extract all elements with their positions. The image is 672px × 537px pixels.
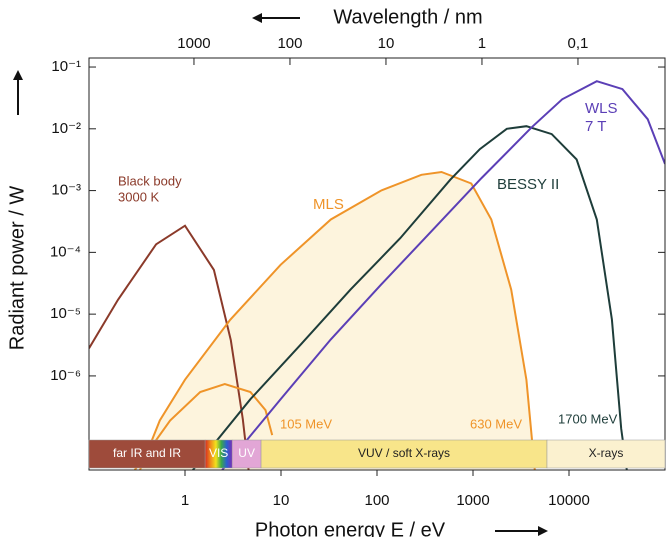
band (260, 439, 548, 469)
x-tick-label: 1000 (456, 492, 489, 509)
band-label: far IR and IR (113, 446, 181, 460)
y-tick-label: 10⁻⁵ (50, 305, 81, 322)
series-label: WLS (585, 100, 618, 117)
x-tick-label: 10000 (548, 492, 590, 509)
y-tick-label: 10⁻¹ (51, 58, 81, 75)
x-tick-label: 100 (364, 492, 389, 509)
line (221, 80, 665, 470)
y-tick-label: 10⁻⁶ (50, 367, 81, 384)
y-axis-title: Radiant power / W (6, 186, 28, 351)
series-label: Black body (118, 173, 182, 188)
x2-tick-label: 100 (277, 35, 302, 52)
series-label: 1700 MeV (558, 411, 618, 426)
line (89, 224, 250, 470)
y-tick-label: 10⁻² (51, 120, 81, 137)
line (139, 170, 536, 470)
y-tick-label: 10⁻³ (51, 182, 81, 199)
x-tick-label: 10 (273, 492, 290, 509)
series-label: MLS (313, 196, 344, 213)
x2-tick-label: 10 (378, 35, 395, 52)
band-label: X-rays (589, 446, 624, 460)
x2-tick-label: 1000 (177, 35, 210, 52)
y-arrow (13, 70, 23, 115)
band (88, 439, 206, 469)
x-axis-title: Photon energy E / eV (255, 519, 446, 537)
y-tick-label: 10⁻⁴ (50, 243, 81, 260)
band-label: VIS (209, 446, 228, 460)
line (133, 382, 274, 470)
series-label: 3000 K (118, 189, 160, 204)
x2-tick-label: 0,1 (568, 35, 589, 52)
band-label: UV (238, 446, 255, 460)
band (204, 439, 233, 469)
x2-tick-label: 1 (478, 35, 486, 52)
band-label: VUV / soft X-rays (358, 446, 450, 460)
band (546, 439, 666, 469)
x-arrow (495, 526, 548, 536)
x2-arrow (252, 13, 300, 23)
x-tick-label: 1 (181, 492, 189, 509)
series-label: BESSY II (497, 176, 559, 193)
line (192, 125, 628, 470)
plot-area (89, 80, 665, 470)
series-label: 105 MeV (280, 416, 332, 431)
x2-axis-title: Wavelength / nm (333, 6, 482, 28)
series-label: 7 T (585, 118, 606, 135)
series-label: 630 MeV (470, 416, 522, 431)
